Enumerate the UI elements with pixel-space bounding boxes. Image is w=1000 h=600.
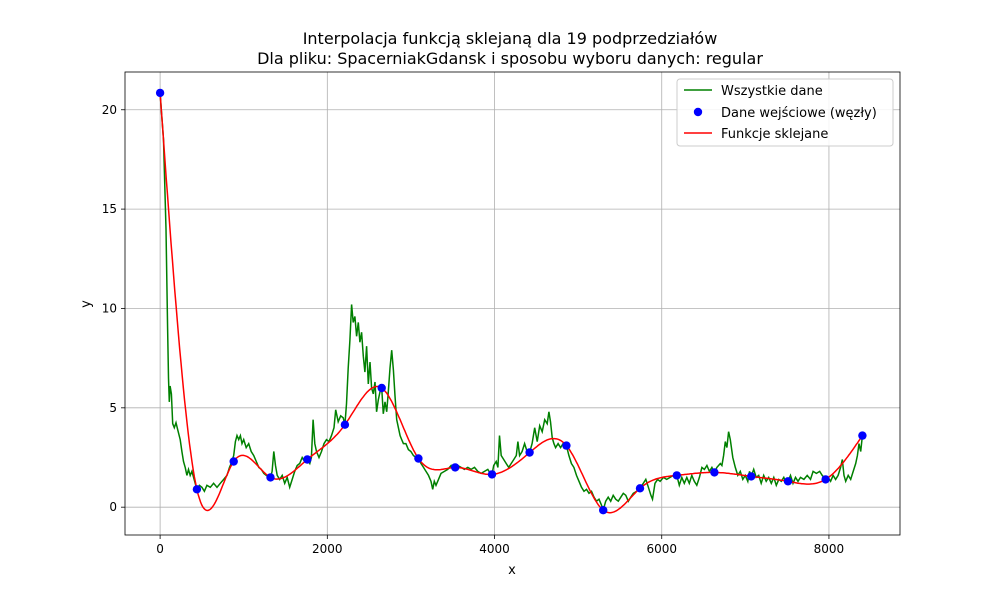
node-point — [821, 475, 830, 484]
y-tick-label: 0 — [109, 500, 117, 514]
node-point — [710, 468, 719, 477]
node-point — [672, 471, 681, 480]
node-point — [747, 472, 756, 481]
x-tick-label: 0 — [156, 542, 164, 556]
node-point — [155, 88, 165, 98]
chart-title-line2: Dla pliku: SpacerniakGdansk i sposobu wy… — [257, 49, 763, 68]
node-point — [858, 431, 867, 440]
series-line-spline — [159, 92, 864, 514]
y-axis-label: y — [79, 300, 94, 308]
node-point — [599, 506, 608, 515]
plot-frame — [124, 71, 901, 536]
node-point — [303, 455, 312, 464]
node-point — [377, 383, 386, 393]
x-tick-label: 2000 — [312, 542, 343, 556]
node-point — [451, 463, 460, 472]
y-tick-label: 5 — [109, 401, 117, 415]
series-nodes — [155, 88, 867, 515]
plot-content — [155, 88, 867, 515]
node-point — [340, 420, 350, 429]
axis-ticks: 0 2000 4000 6000 8000 0 5 10 15 20 — [102, 103, 844, 556]
legend-label-nodes: Dane wejściowe (węzły) — [721, 106, 877, 121]
y-tick-label: 15 — [102, 202, 117, 216]
legend: Wszystkie dane Dane wejściowe (węzły) Fu… — [676, 78, 894, 147]
legend-label-spline: Funkcje sklejane — [721, 127, 828, 142]
legend-box — [676, 78, 894, 147]
y-tick-label: 20 — [102, 103, 117, 117]
legend-swatch-nodes — [693, 107, 703, 117]
chart-title-line1: Interpolacja funkcją sklejaną dla 19 pod… — [303, 29, 718, 48]
x-tick-label: 8000 — [814, 542, 845, 556]
node-point — [783, 477, 793, 486]
x-tick-label: 4000 — [479, 542, 510, 556]
x-axis-label: x — [508, 563, 516, 578]
node-point — [414, 454, 423, 463]
node-point — [562, 441, 571, 450]
legend-label-all-data: Wszystkie dane — [721, 84, 823, 99]
node-point — [635, 484, 645, 493]
node-point — [192, 485, 202, 494]
x-tick-label: 6000 — [646, 542, 677, 556]
y-tick-label: 10 — [102, 301, 117, 315]
node-point — [525, 448, 534, 457]
node-point — [487, 470, 497, 479]
node-point — [266, 473, 275, 482]
node-point — [229, 457, 238, 466]
